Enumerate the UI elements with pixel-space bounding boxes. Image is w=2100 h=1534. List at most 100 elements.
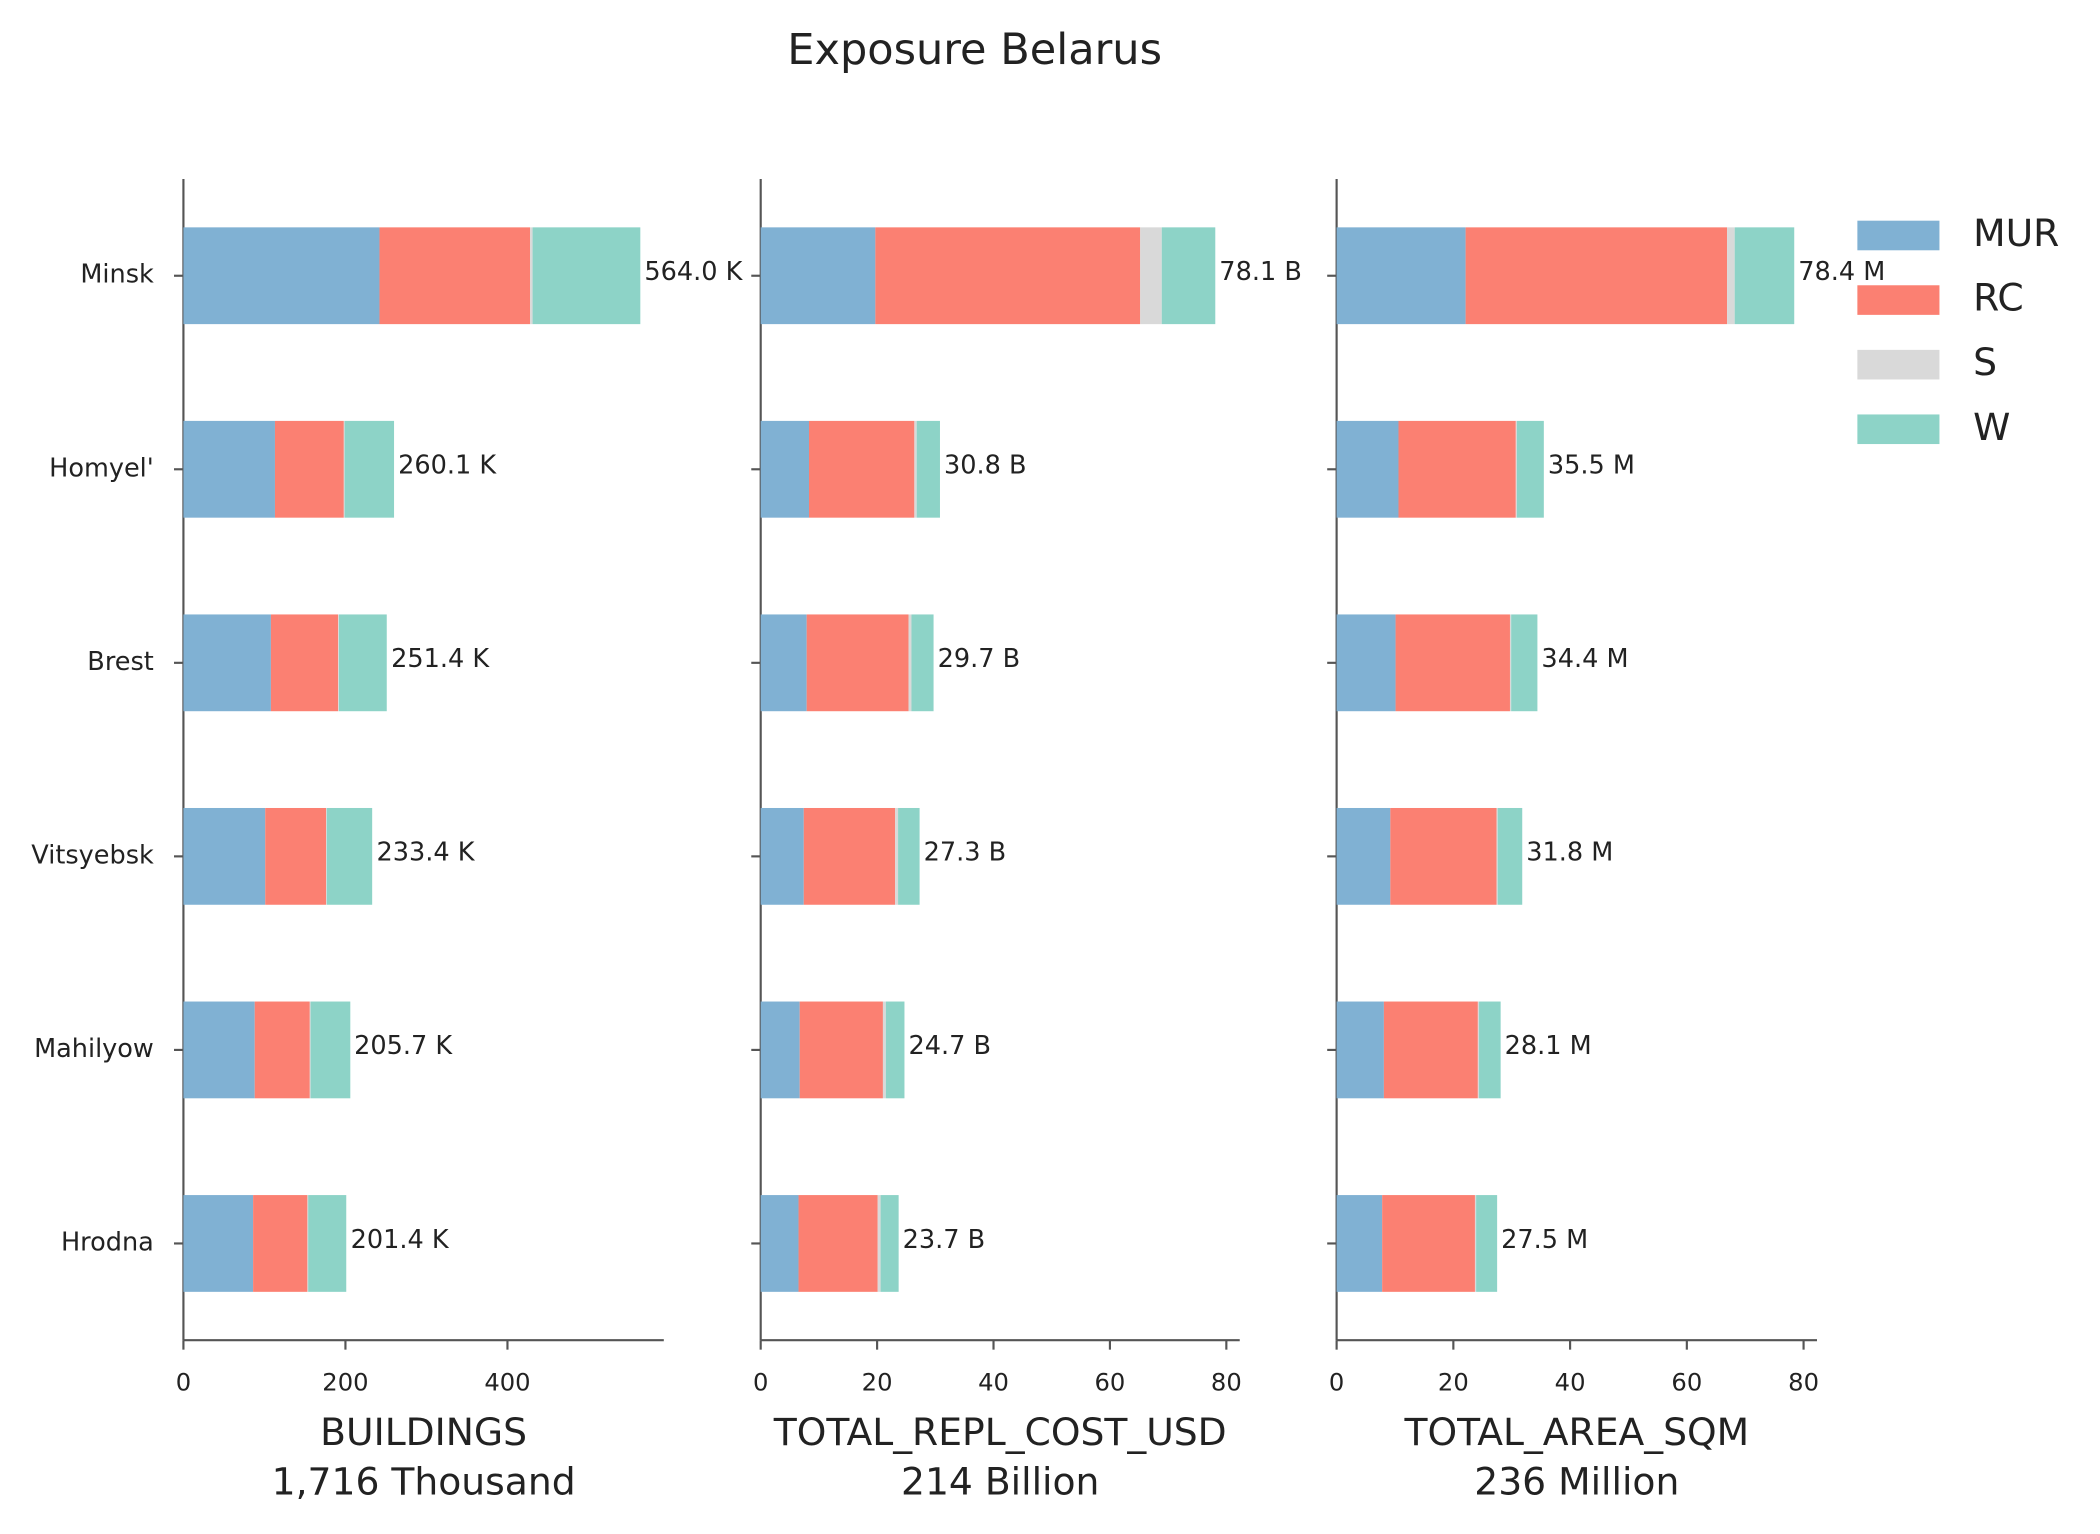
x-axis-sublabel: 214 Billion — [901, 1460, 1099, 1504]
total-label: 31.8 M — [1526, 838, 1613, 868]
bar-segment — [1336, 420, 1399, 518]
x-axis-sublabel: 1,716 Thousand — [272, 1460, 576, 1504]
bar-segment — [326, 807, 373, 905]
bar-segment — [338, 614, 339, 712]
bar-segment — [310, 1001, 351, 1099]
x-tick-label: 40 — [978, 1368, 1009, 1396]
legend-label: S — [1973, 340, 1997, 384]
bar-segment — [307, 1195, 309, 1292]
bar-segment — [877, 1195, 881, 1292]
bar-segment — [911, 614, 934, 712]
legend-label: W — [1973, 405, 2010, 449]
bar-segment — [183, 807, 266, 905]
y-tick-label: Hrodna — [61, 1227, 154, 1257]
legend-swatch — [1857, 349, 1940, 380]
bar-segment — [908, 614, 912, 712]
y-tick-label: Homyel' — [49, 453, 154, 483]
bar-segment — [1474, 1195, 1477, 1292]
bar-segment — [1398, 420, 1516, 518]
bar-segment — [760, 1195, 799, 1292]
bar-segment — [338, 614, 387, 712]
bar-segment — [1382, 1195, 1475, 1292]
bar-segment — [1336, 807, 1391, 905]
y-tick-label: Brest — [87, 647, 154, 677]
legend-label: MUR — [1973, 211, 2059, 255]
bar-segment — [1515, 420, 1517, 518]
bar-segment — [265, 807, 327, 905]
x-tick-label: 0 — [1329, 1368, 1344, 1396]
bar-segment — [875, 227, 1141, 325]
x-tick-label: 0 — [753, 1368, 768, 1396]
bar-segment — [344, 420, 395, 518]
bar-segment — [1336, 227, 1466, 325]
total-label: 35.5 M — [1548, 451, 1635, 481]
bar-segment — [308, 1195, 347, 1292]
y-tick-label: Mahilyow — [34, 1034, 154, 1064]
bar-segment — [1497, 807, 1523, 905]
bar-segment — [274, 420, 344, 518]
bar-segment — [898, 807, 920, 905]
total-label: 233.4 K — [377, 838, 476, 868]
total-label: 260.1 K — [398, 451, 497, 481]
bar-segment — [183, 614, 271, 712]
total-label: 24.7 B — [908, 1031, 991, 1061]
bar-segment — [882, 1001, 886, 1099]
total-label: 23.7 B — [903, 1225, 986, 1255]
x-tick-label: 60 — [1671, 1368, 1702, 1396]
bar-segment — [1477, 1001, 1480, 1099]
total-label: 27.5 M — [1501, 1225, 1588, 1255]
bar-segment — [1336, 1001, 1384, 1099]
bar-segment — [1140, 227, 1162, 325]
bar-segment — [1479, 1001, 1501, 1099]
x-axis-sublabel: 236 Million — [1474, 1460, 1679, 1504]
x-axis-label: BUILDINGS — [320, 1410, 527, 1454]
bar-segment — [532, 227, 641, 325]
total-label: 78.4 M — [1798, 257, 1885, 287]
bar-segment — [916, 420, 940, 518]
bar-segment — [343, 420, 345, 518]
bar-segment — [760, 1001, 800, 1099]
x-tick-label: 20 — [1438, 1368, 1469, 1396]
bar-segment — [1465, 227, 1728, 325]
bar-segment — [880, 1195, 899, 1292]
bar-segment — [183, 420, 275, 518]
x-tick-label: 80 — [1211, 1368, 1242, 1396]
total-label: 27.3 B — [924, 838, 1007, 868]
bar-segment — [914, 420, 917, 518]
y-tick-label: Minsk — [80, 260, 154, 290]
bar-segment — [809, 420, 915, 518]
x-tick-label: 0 — [176, 1368, 191, 1396]
total-label: 251.4 K — [391, 644, 490, 674]
bar-segment — [530, 227, 533, 325]
total-label: 205.7 K — [354, 1031, 453, 1061]
total-label: 78.1 B — [1219, 257, 1302, 287]
bar-segment — [253, 1195, 308, 1292]
bar-segment — [1511, 614, 1538, 712]
chart-title: Exposure Belarus — [787, 25, 1162, 75]
bar-segment — [309, 1001, 311, 1099]
bar-segment — [270, 614, 339, 712]
bar-segment — [1390, 807, 1497, 905]
x-axis-label: TOTAL_REPL_COST_USD — [773, 1410, 1227, 1454]
bar-segment — [760, 420, 810, 518]
bar-segment — [1395, 614, 1510, 712]
bar-segment — [798, 1195, 878, 1292]
x-axis-label: TOTAL_AREA_SQM — [1403, 1410, 1749, 1454]
bar-segment — [885, 1001, 905, 1099]
y-tick-label: Vitsyebsk — [31, 840, 154, 870]
bar-segment — [1161, 227, 1216, 325]
total-label: 564.0 K — [644, 257, 743, 287]
bar-segment — [183, 227, 380, 325]
total-label: 29.7 B — [938, 644, 1021, 674]
total-label: 34.4 M — [1541, 644, 1628, 674]
bar-segment — [254, 1001, 310, 1099]
bar-segment — [326, 807, 327, 905]
total-label: 28.1 M — [1505, 1031, 1592, 1061]
total-label: 30.8 B — [944, 451, 1027, 481]
bar-segment — [895, 807, 899, 905]
x-tick-label: 400 — [484, 1368, 530, 1396]
bar-segment — [1383, 1001, 1478, 1099]
legend-swatch — [1857, 285, 1940, 315]
legend-swatch — [1857, 220, 1940, 251]
